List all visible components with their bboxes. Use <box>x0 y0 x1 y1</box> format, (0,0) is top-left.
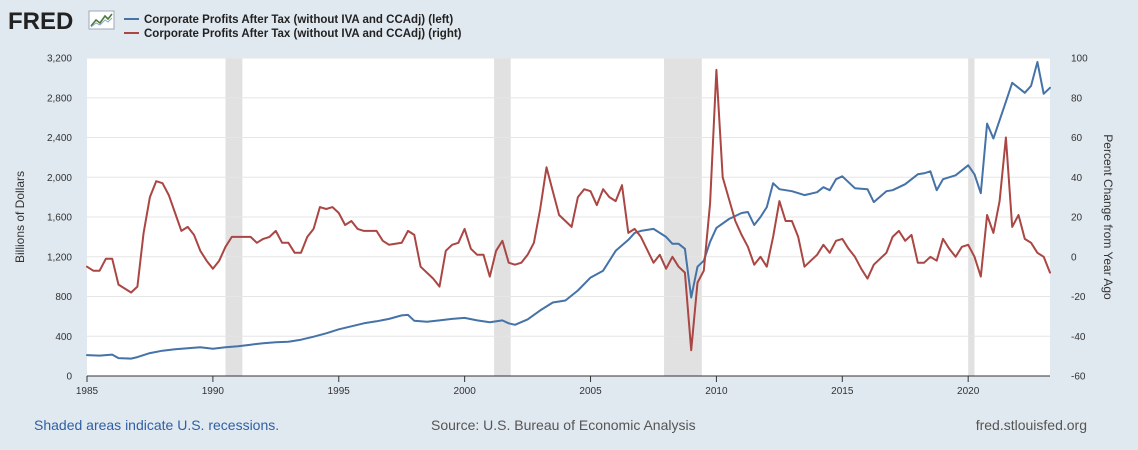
x-axis-ticks: 1985 1990 1995 2000 2005 2010 2015 2020 <box>76 376 980 397</box>
series-line-right[interactable] <box>86 68 1051 352</box>
gridlines <box>87 57 1050 337</box>
y-tick-left-4: 1,600 <box>47 213 72 224</box>
x-tick-label-5: 2010 <box>705 386 728 397</box>
x-tick-label-1: 1990 <box>202 386 225 397</box>
y-axis-title-right: Percent Change from Year Ago <box>1101 134 1115 300</box>
line-chart-icon <box>88 10 115 30</box>
x-tick-label-2: 1995 <box>328 386 351 397</box>
x-tick-label-6: 2015 <box>831 386 854 397</box>
y-tick-right-8: 100 <box>1071 54 1088 65</box>
x-tick-label-7: 2020 <box>957 386 980 397</box>
y-axis-title-left: Billions of Dollars <box>13 171 27 263</box>
y-axis-ticks-left: 0 400 800 1,200 1,600 2,000 2,400 2,800 3,200 <box>47 54 72 383</box>
legend-label-left: Corporate Profits After Tax (without IVA… <box>144 14 453 26</box>
x-tick-label-0: 1985 <box>76 386 99 397</box>
y-tick-right-2: -20 <box>1071 292 1086 303</box>
series-line-left[interactable] <box>86 61 1051 360</box>
series-lines <box>86 61 1051 360</box>
legend-item-right[interactable]: Corporate Profits After Tax (without IVA… <box>124 28 462 40</box>
y-tick-right-0: -60 <box>1071 372 1086 383</box>
y-tick-right-3: 0 <box>1071 252 1077 263</box>
y-tick-right-6: 60 <box>1071 133 1083 144</box>
legend-label-right: Corporate Profits After Tax (without IVA… <box>144 28 462 40</box>
y-tick-left-5: 2,000 <box>47 173 72 184</box>
y-tick-left-6: 2,400 <box>47 133 72 144</box>
y-tick-right-7: 80 <box>1071 93 1083 104</box>
site-link[interactable]: fred.stlouisfed.org <box>976 417 1087 433</box>
y-tick-right-1: -40 <box>1071 332 1086 343</box>
x-tick-label-3: 2000 <box>454 386 477 397</box>
y-tick-left-1: 400 <box>55 332 72 343</box>
recession-note-link[interactable]: Shaded areas indicate U.S. recessions. <box>34 417 279 433</box>
y-tick-left-0: 0 <box>66 372 72 383</box>
legend: Corporate Profits After Tax (without IVA… <box>124 14 462 40</box>
y-tick-right-5: 40 <box>1071 173 1083 184</box>
y-tick-left-3: 1,200 <box>47 252 72 263</box>
y-tick-left-2: 800 <box>55 292 72 303</box>
y-axis-ticks-right: -60 -40 -20 0 20 40 60 80 100 <box>1071 54 1088 383</box>
fred-logo[interactable]: FRED <box>8 8 115 35</box>
logo-text: FRED <box>8 8 73 35</box>
source-text: Source: U.S. Bureau of Economic Analysis <box>431 417 696 433</box>
y-tick-left-8: 3,200 <box>47 54 72 65</box>
y-tick-left-7: 2,800 <box>47 93 72 104</box>
y-tick-right-4: 20 <box>1071 213 1083 224</box>
legend-item-left[interactable]: Corporate Profits After Tax (without IVA… <box>124 14 453 26</box>
x-tick-label-4: 2005 <box>579 386 602 397</box>
